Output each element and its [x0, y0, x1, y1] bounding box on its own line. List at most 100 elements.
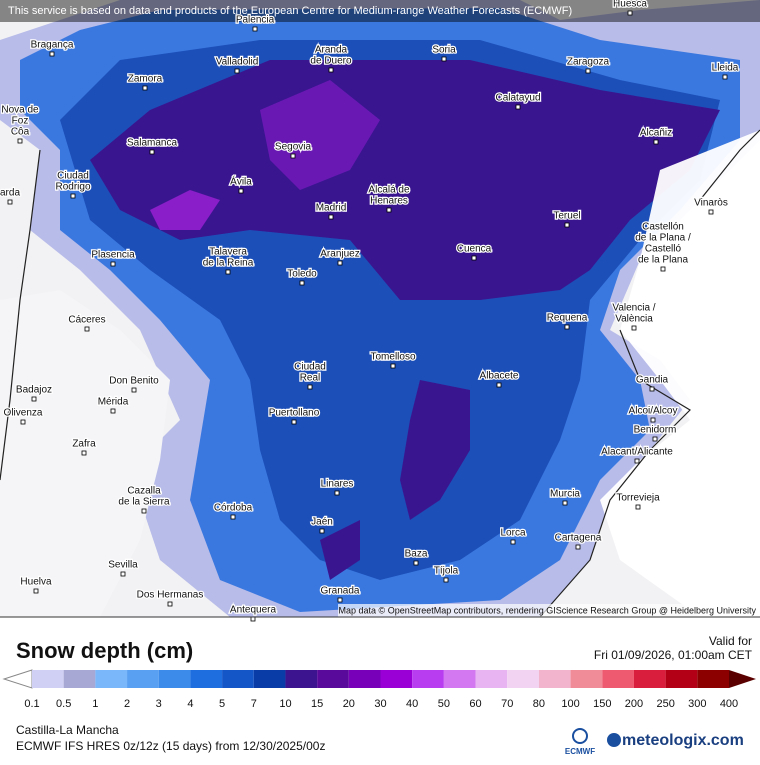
place-marker — [635, 504, 641, 510]
legend-tick-label: 0.5 — [56, 698, 71, 710]
place-label: Tomelloso — [370, 352, 415, 363]
place-marker — [631, 325, 637, 331]
legend-tick-label: 7 — [251, 698, 257, 710]
place-label: Badajoz — [16, 385, 52, 396]
place-label: Baza — [405, 549, 428, 560]
place-label: Plasencia — [91, 250, 135, 261]
place-label: Cazalla — [127, 486, 161, 497]
place-label: arda — [0, 188, 20, 199]
legend-tick-label: 150 — [593, 698, 611, 710]
place-marker — [441, 56, 447, 62]
place-marker — [230, 514, 236, 520]
arrow-left — [2, 669, 33, 689]
place-label: Castelló — [645, 244, 682, 255]
color-swatch — [348, 670, 381, 688]
place-label: Alcañiz — [640, 128, 672, 139]
place-label: Alcalá de — [368, 185, 410, 196]
place-label: Segovia — [275, 142, 312, 153]
place-marker — [564, 222, 570, 228]
logo-icon — [607, 733, 621, 747]
place-label: Zafra — [72, 439, 96, 450]
logo: meteologix.com — [622, 732, 744, 749]
color-swatch — [253, 670, 286, 688]
arrow-right — [729, 670, 756, 688]
place-label: Benidorm — [634, 425, 677, 436]
place-label: Requena — [547, 313, 588, 324]
legend-tick-label: 50 — [438, 698, 450, 710]
valid-time: Fri 01/09/2026, 01:00am CET — [594, 648, 753, 662]
legend-tick-label: 2 — [124, 698, 130, 710]
place-label: Côa — [11, 127, 30, 138]
place-label: Zaragoza — [567, 57, 610, 68]
model-info: ECMWF IFS HRES 0z/12z (15 days) from 12/… — [16, 739, 325, 753]
place-label: Nova de — [1, 105, 39, 116]
color-swatch — [665, 670, 698, 688]
place-marker — [627, 10, 633, 16]
place-marker — [328, 67, 334, 73]
place-marker — [307, 384, 313, 390]
place-marker — [443, 577, 449, 583]
legend-tick-label: 250 — [656, 698, 674, 710]
colorbar: 0.1 0.5 1 2 3 4 5 7 10 15 20 30 40 50 60 70 80 100 150 200 2… — [2, 669, 756, 710]
color-swatch — [412, 670, 444, 688]
place-label: de la Plana — [638, 255, 688, 266]
place-marker — [390, 363, 396, 369]
place-label: Tíjola — [434, 566, 459, 577]
place-label: Lorca — [500, 528, 525, 539]
place-label: Alacant/Alicante — [601, 447, 673, 458]
place-label: Cuenca — [457, 244, 492, 255]
color-swatch — [95, 670, 128, 688]
color-swatch — [443, 670, 476, 688]
color-swatch — [380, 670, 413, 688]
attribution: Map data © OpenStreetMap contributors, r… — [339, 605, 757, 615]
place-label: Foz — [12, 116, 29, 127]
place-label: Don Benito — [109, 376, 159, 387]
place-label: de la Reina — [203, 258, 254, 269]
place-label: València — [615, 314, 653, 325]
places: Huesca Palencia Bragança Soria Zaragoza Lleid… — [0, 0, 740, 622]
place-marker — [708, 209, 714, 215]
color-swatch — [190, 670, 223, 688]
place-label: Granada — [321, 586, 360, 597]
place-label: Gandia — [636, 375, 669, 386]
place-label: Ciudad — [57, 171, 89, 182]
place-label: Huesca — [613, 0, 647, 10]
place-marker — [337, 260, 343, 266]
place-label: Salamanca — [127, 138, 177, 149]
place-label: Olivenza — [4, 408, 43, 419]
legend-tick-label: 70 — [501, 698, 513, 710]
place-label: de Duero — [310, 56, 352, 67]
color-swatch — [538, 670, 571, 688]
legend-tick-label: 15 — [311, 698, 323, 710]
place-marker — [20, 419, 26, 425]
legend-tick-label: 100 — [561, 698, 579, 710]
place-marker — [653, 139, 659, 145]
place-marker — [496, 382, 502, 388]
legend-title: Snow depth (cm) — [16, 638, 193, 663]
place-label: Dos Hermanas — [137, 590, 204, 601]
valid-label: Valid for — [709, 634, 752, 648]
region: Castilla-La Mancha — [16, 723, 119, 737]
legend-tick-label: 400 — [720, 698, 738, 710]
legend-tick-label: 80 — [533, 698, 545, 710]
legend-tick-label: 60 — [469, 698, 481, 710]
place-marker — [70, 193, 76, 199]
ecmwf-logo: ECMWF — [565, 747, 595, 756]
color-swatch — [602, 670, 634, 688]
place-marker — [575, 544, 581, 550]
place-marker — [238, 188, 244, 194]
legend-tick-label: 3 — [156, 698, 162, 710]
place-label: Jaén — [311, 517, 333, 528]
place-label: Huelva — [20, 577, 52, 588]
place-marker — [652, 436, 658, 442]
color-swatch — [63, 670, 96, 688]
place-marker — [149, 149, 155, 155]
place-marker — [291, 419, 297, 425]
place-label: Albacete — [480, 371, 519, 382]
place-label: Murcia — [550, 489, 580, 500]
place-marker — [562, 500, 568, 506]
place-marker — [319, 528, 325, 534]
place-label: Torrevieja — [616, 493, 660, 504]
place-label: Córdoba — [214, 503, 253, 514]
place-label: Aranda — [315, 45, 348, 56]
